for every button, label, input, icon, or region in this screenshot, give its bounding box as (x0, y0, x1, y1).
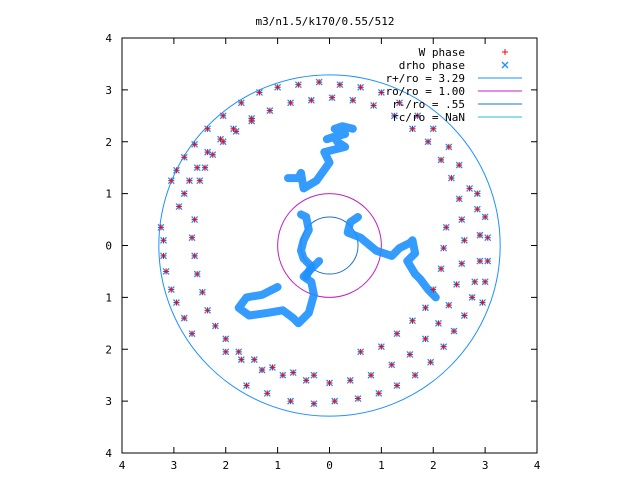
drho-phase-curve (234, 257, 324, 328)
reference-circles (158, 74, 501, 417)
y-tick-label: 2 (105, 343, 112, 356)
legend-label: r+/ro = 3.29 (386, 72, 465, 85)
x-tick-label: 2 (222, 459, 229, 472)
x-tick-label: 1 (274, 459, 281, 472)
x-tick-label: 0 (326, 459, 333, 472)
y-tick-label: 4 (105, 32, 112, 45)
y-tick-label: 4 (105, 447, 112, 460)
x-tick-label: 3 (171, 459, 178, 472)
y-tick-label: 1 (105, 291, 112, 304)
drho-phase-curve (297, 210, 316, 281)
circle-ro (277, 193, 382, 298)
legend-label: drho phase (399, 59, 465, 72)
y-tick-label: 0 (105, 240, 112, 253)
y-tick-label: 3 (105, 84, 112, 97)
x-tick-label: 2 (430, 459, 437, 472)
x-tick-label: 4 (534, 459, 541, 472)
legend-label: rc/ro = NaN (392, 111, 465, 124)
legend-label: W phase (419, 46, 465, 59)
drho-phase-curve (343, 213, 440, 302)
circle-r+ (158, 74, 501, 417)
drho-curves (234, 122, 440, 328)
y-tick-label: 2 (105, 136, 112, 149)
y-tick-label: 1 (105, 188, 112, 201)
data-markers (157, 78, 492, 408)
x-tick-label: 4 (119, 459, 126, 472)
drho-phase-curve (284, 122, 357, 193)
x-tick-label: 3 (482, 459, 489, 472)
chart-title: m3/n1.5/k170/0.55/512 (255, 15, 394, 28)
y-tick-label: 3 (105, 395, 112, 408)
x-tick-label: 1 (378, 459, 385, 472)
legend-label: r-/ro = .55 (392, 98, 465, 111)
legend-label: ro/ro = 1.00 (386, 85, 465, 98)
drho-phase-point (501, 61, 509, 69)
